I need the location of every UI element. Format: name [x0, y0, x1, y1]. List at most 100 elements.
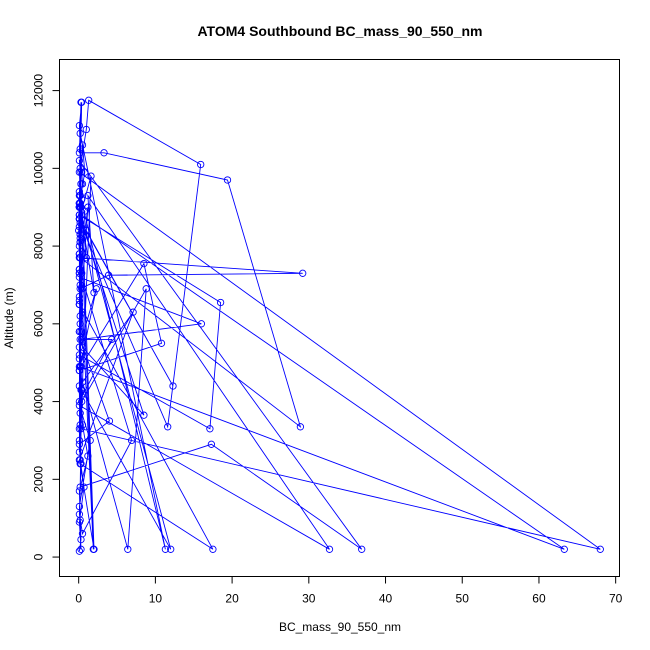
data-point — [75, 226, 83, 235]
data-point — [76, 483, 84, 491]
data-point — [78, 141, 87, 149]
data-point — [296, 423, 305, 431]
data-point — [108, 335, 116, 344]
data-point — [299, 269, 307, 277]
data-point — [75, 199, 84, 207]
data-point — [76, 281, 84, 289]
data-point — [84, 452, 92, 460]
data-point — [82, 125, 90, 134]
data-point — [76, 320, 84, 328]
data-point — [75, 121, 84, 130]
y-tick-label: 8000 — [32, 232, 46, 259]
data-point — [78, 269, 86, 277]
data-point — [164, 423, 172, 431]
data-point — [75, 149, 84, 157]
x-tick-label: 50 — [456, 592, 470, 606]
chart-title: ATOM4 Southbound BC_mass_90_550_nm — [197, 23, 482, 39]
x-tick-label: 70 — [609, 592, 623, 606]
data-point — [75, 343, 84, 351]
data-point — [77, 545, 85, 553]
y-tick-label: 0 — [32, 553, 46, 560]
data-point — [75, 327, 84, 336]
data-point — [77, 168, 85, 176]
data-point — [76, 312, 84, 320]
data-point — [78, 386, 86, 394]
data-point — [75, 547, 84, 555]
data-point — [89, 545, 97, 553]
data-point — [90, 289, 98, 297]
data-point — [75, 296, 84, 305]
data-point — [76, 230, 84, 239]
data-point — [75, 355, 84, 363]
data-point — [209, 545, 217, 553]
data-point — [77, 425, 85, 433]
data-point — [82, 226, 90, 235]
data-point — [78, 397, 86, 406]
data-point — [78, 98, 86, 106]
data-point — [75, 300, 84, 309]
data-point — [596, 545, 604, 553]
data-point — [75, 518, 84, 526]
x-axis-label: BC_mass_90_550_nm — [279, 620, 401, 634]
data-point — [76, 219, 84, 227]
data-point — [76, 254, 84, 262]
data-point — [78, 530, 87, 538]
data-point — [75, 440, 84, 448]
data-point — [86, 436, 94, 445]
data-point — [75, 188, 84, 196]
data-point — [75, 211, 84, 219]
data-point — [75, 269, 84, 277]
y-axis-label: Altitude (m) — [2, 287, 16, 348]
x-tick-label: 20 — [225, 592, 239, 606]
data-point — [75, 203, 84, 211]
data-point — [76, 409, 84, 417]
data-point — [75, 292, 84, 301]
data-point — [169, 382, 177, 390]
data-point — [206, 425, 214, 433]
data-point — [87, 172, 95, 180]
data-point — [76, 164, 84, 172]
data-point — [197, 160, 205, 169]
data-point — [75, 351, 84, 359]
data-point — [129, 308, 137, 316]
data-point — [81, 168, 89, 176]
x-axis: 0 10 20 30 40 50 60 70 — [75, 576, 623, 606]
data-point — [85, 96, 93, 104]
data-point — [75, 362, 84, 371]
data-point — [140, 259, 148, 268]
data-point — [197, 320, 206, 328]
data-point — [75, 510, 84, 518]
data-point — [223, 176, 232, 184]
data-point — [77, 180, 85, 188]
x-tick-label: 30 — [302, 592, 316, 606]
data-point — [76, 234, 84, 242]
data-point — [78, 390, 87, 398]
data-point — [358, 545, 366, 553]
y-tick-label: 6000 — [32, 310, 46, 337]
data-point — [80, 483, 88, 491]
data-point — [75, 156, 84, 165]
data-point — [84, 203, 92, 211]
data-point — [75, 250, 84, 258]
data-point — [157, 339, 166, 347]
data-point — [140, 411, 148, 419]
x-tick-label: 60 — [532, 592, 546, 606]
y-tick-label: 12000 — [32, 74, 46, 108]
data-point — [75, 223, 84, 231]
series-layer — [75, 96, 604, 555]
data-point — [75, 265, 84, 274]
data-point — [78, 308, 87, 316]
data-point — [76, 238, 84, 246]
data-point — [127, 436, 136, 445]
data-point — [75, 215, 84, 223]
data-point — [216, 298, 225, 307]
series-line — [78, 99, 601, 552]
data-point — [78, 378, 87, 386]
data-point — [75, 401, 84, 410]
data-point — [76, 421, 84, 429]
data-point — [76, 285, 84, 293]
data-point — [167, 545, 175, 553]
data-point — [78, 195, 86, 204]
data-point — [75, 487, 84, 495]
